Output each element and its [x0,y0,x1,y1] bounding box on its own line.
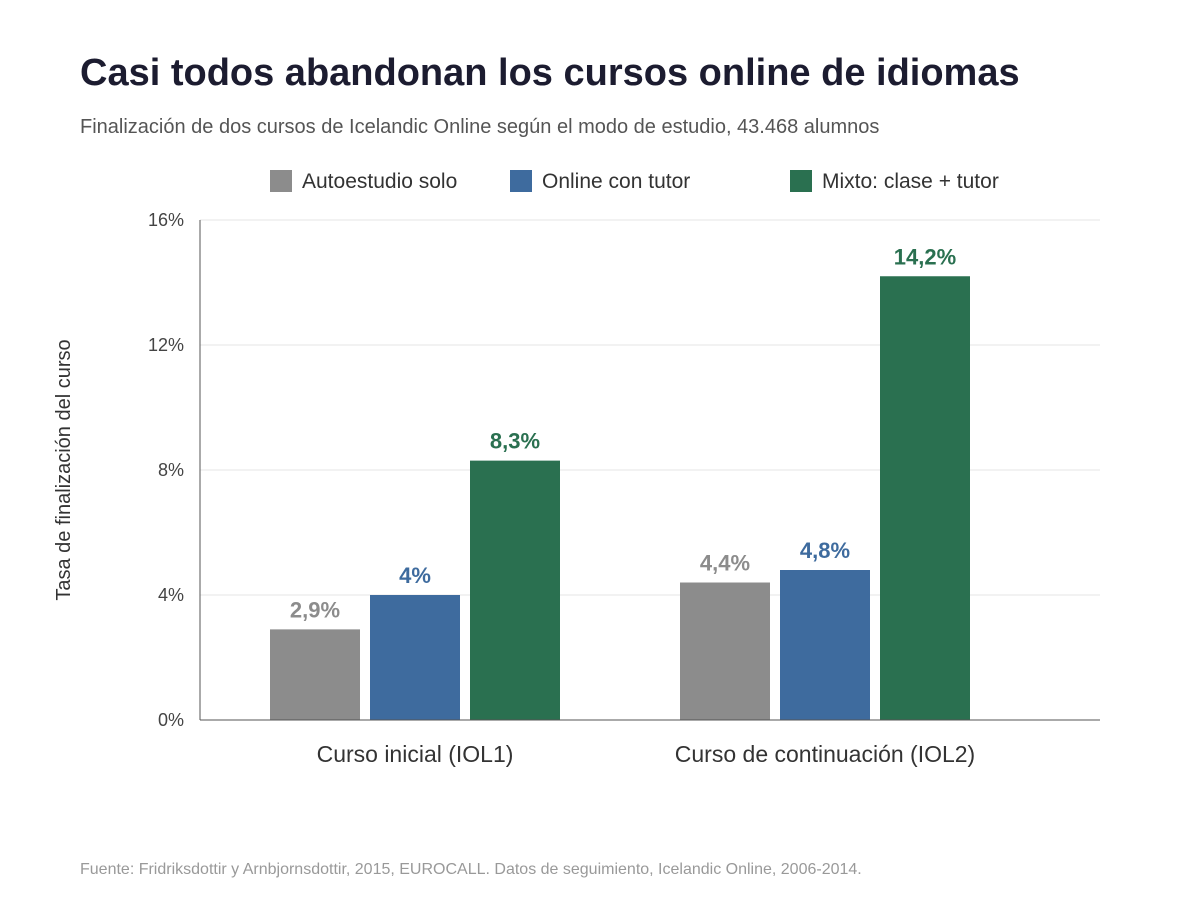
bar-mixto-2 [880,276,970,720]
y-tick-label: 0% [158,710,184,730]
legend-label-mixto: Mixto: clase + tutor [822,170,999,193]
y-tick-label: 4% [158,585,184,605]
y-axis-ticks: 0% 4% 8% 12% 16% [148,210,184,730]
bar-value-label: 14,2% [894,244,956,269]
legend-label-autoestudio: Autoestudio solo [302,170,457,193]
x-axis-ticks: Curso inicial (IOL1) Curso de continuació… [317,741,976,767]
bar-value-label: 8,3% [490,429,540,454]
bar-autoestudio-2 [680,582,770,720]
bar-online-2 [780,570,870,720]
x-tick-label: Curso de continuación (IOL2) [675,741,975,767]
chart-subtitle: Finalización de dos cursos de Icelandic … [80,116,880,138]
y-axis-label: Tasa de finalización del curso [53,339,75,600]
y-tick-label: 8% [158,460,184,480]
legend-label-online: Online con tutor [542,170,690,193]
bar-value-label: 2,9% [290,597,340,622]
bar-autoestudio-1 [270,629,360,720]
y-tick-label: 16% [148,210,184,230]
legend-swatch-mixto [790,170,812,192]
legend-swatch-online [510,170,532,192]
chart-title: Casi todos abandonan los cursos online d… [80,52,1020,94]
bar-value-label: 4% [399,563,431,588]
legend-swatch-autoestudio [270,170,292,192]
source-note: Fuente: Fridriksdottir y Arnbjornsdottir… [80,861,862,878]
bar-value-label: 4,4% [700,551,750,576]
bar-value-label: 4,8% [800,538,850,563]
bar-mixto-1 [470,460,560,720]
bar-online-1 [370,595,460,720]
bars [270,276,970,720]
bar-value-labels: 2,9% 4% 8,3% 4,4% 4,8% 14,2% [290,244,956,622]
y-tick-label: 12% [148,335,184,355]
x-tick-label: Curso inicial (IOL1) [317,741,514,767]
legend: Autoestudio solo Online con tutor Mixto: c… [270,170,999,193]
